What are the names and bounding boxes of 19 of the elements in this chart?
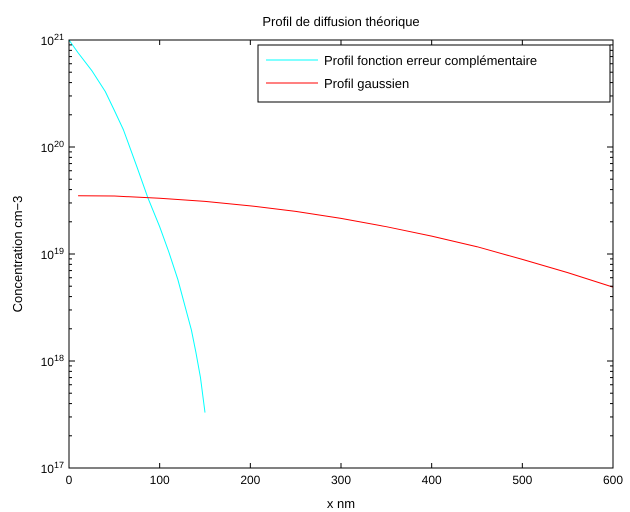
y-axis-title: Concentration cm−3 [10, 196, 25, 312]
x-axis-title: x nm [326, 496, 356, 511]
y-tick-label: 10$^{20}$ [40, 139, 64, 155]
y-tick-label: 10$^{18}$ [40, 353, 64, 369]
x-tick-label: 600 [602, 473, 624, 487]
x-tick-label: 300 [330, 473, 352, 487]
y-tick-label: 10$^{17}$ [40, 460, 64, 476]
line-series [68, 40, 206, 414]
x-tick-label: 0 [66, 473, 73, 487]
x-tick-label: 200 [240, 473, 261, 487]
legend-label: Profil fonction erreur complémentaire [324, 53, 538, 68]
y-tick-label: 10$^{21}$ [40, 32, 64, 48]
x-tick-label: 500 [512, 473, 533, 487]
y-tick-label: 10$^{19}$ [40, 246, 64, 262]
x-tick-label: 400 [422, 473, 442, 487]
line-series [78, 195, 614, 288]
x-tick-label: 100 [150, 473, 170, 487]
legend-label: Profil gaussien [324, 76, 410, 91]
chart-title: Profil de diffusion théorique [262, 14, 420, 29]
